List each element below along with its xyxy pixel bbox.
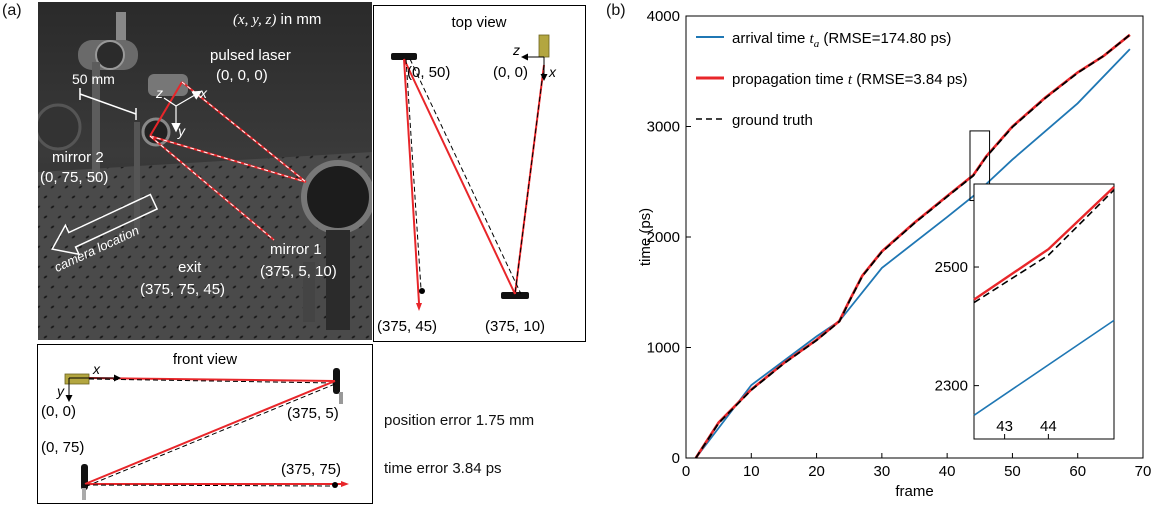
x-axis-label: frame <box>895 483 933 500</box>
front-label-3755: (375, 5) <box>287 405 339 422</box>
legend: arrival time ta (RMSE=174.80 ps) propaga… <box>696 30 968 129</box>
camera-location-arrow <box>51 193 159 256</box>
photo-axes <box>163 90 203 133</box>
x-tick-label: 70 <box>1135 463 1152 480</box>
mirror1-label: mirror 1 <box>270 241 322 258</box>
panel-b-label: (b) <box>606 2 626 19</box>
mirror2-coord: (0, 75, 50) <box>40 169 108 186</box>
setup-photo: (x, y, z) in mm pulsed laser (0, 0, 0) 5… <box>38 2 372 340</box>
top-mirror2 <box>391 53 417 60</box>
axis-y-label: y <box>177 123 186 139</box>
front-axis-y: y <box>56 383 65 399</box>
x-tick-label: 60 <box>1069 463 1086 480</box>
inset-y-tick-label: 2300 <box>935 378 968 395</box>
laser-beam-path <box>149 81 307 241</box>
x-tick-label: 30 <box>874 463 891 480</box>
laser-coord: (0, 0, 0) <box>216 67 268 84</box>
x-tick-label: 10 <box>743 463 760 480</box>
inset-series-line-1 <box>973 186 1115 301</box>
legend-label-arrival: arrival time ta (RMSE=174.80 ps) <box>732 30 951 50</box>
top-axis-x: x <box>548 64 557 80</box>
top-label-37545: (375, 45) <box>377 318 437 335</box>
y-tick-label: 4000 <box>647 8 680 25</box>
front-axis-x: x <box>92 361 101 377</box>
coord-note: (x, y, z) in mm <box>233 11 321 28</box>
inset-x-tick-label: 43 <box>996 418 1013 435</box>
front-label-00: (0, 0) <box>41 403 76 420</box>
top-axis-z: z <box>512 42 520 58</box>
x-tick-label: 0 <box>682 463 690 480</box>
time-error: time error 3.84 ps <box>384 460 502 477</box>
y-tick-label: 1000 <box>647 340 680 357</box>
inset-series-line-0 <box>973 319 1115 416</box>
front-mirror2 <box>81 464 88 490</box>
optical-mounts <box>38 12 372 330</box>
y-tick-label: 2000 <box>647 229 680 246</box>
x-tick-label: 20 <box>808 463 825 480</box>
series-line-2 <box>695 34 1131 459</box>
x-tick-label: 40 <box>939 463 956 480</box>
panel-a-label: (a) <box>2 2 22 19</box>
front-mirror1 <box>333 368 340 394</box>
series-line-0 <box>695 48 1131 459</box>
laser-label: pulsed laser <box>210 47 291 64</box>
legend-label-propagation: propagation time t (RMSE=3.84 ps) <box>732 71 968 88</box>
top-label-37510: (375, 10) <box>485 318 545 335</box>
mirror2-label: mirror 2 <box>52 149 104 166</box>
axis-z-label: z <box>155 85 163 101</box>
y-axis-label: time (ps) <box>637 208 654 266</box>
front-label-075: (0, 75) <box>41 439 84 456</box>
mirror1-coord: (375, 5, 10) <box>260 263 337 280</box>
exit-label: exit <box>178 259 202 276</box>
legend-label-ground-truth: ground truth <box>732 112 813 129</box>
x-tick-label: 50 <box>1004 463 1021 480</box>
top-label-00: (0, 0) <box>493 64 528 81</box>
y-tick-label: 3000 <box>647 119 680 136</box>
position-error: position error 1.75 mm <box>384 412 535 429</box>
inset-y-tick-label: 2500 <box>935 259 968 276</box>
front-view-title: front view <box>173 351 237 368</box>
top-mirror1 <box>501 292 529 299</box>
axis-x-label: x <box>199 85 208 101</box>
front-label-37575: (375, 75) <box>281 461 341 478</box>
y-tick-label: 0 <box>672 450 680 467</box>
top-view-title: top view <box>451 14 506 31</box>
inset-x-tick-label: 44 <box>1040 418 1057 435</box>
inset-series-line-2 <box>973 189 1115 304</box>
top-label-050: (0, 50) <box>407 64 450 81</box>
scale-bar-label: 50 mm <box>72 71 115 87</box>
front-view-panel: front view x y (0, 0) (375, 5) (0, 75) (… <box>37 344 373 504</box>
exit-coord: (375, 75, 45) <box>140 281 225 298</box>
scale-bar <box>79 93 137 115</box>
inset-frame <box>973 183 1115 440</box>
top-view-panel: top view z x (0, 50) (0, 0) (375, 45) (3… <box>373 5 586 342</box>
top-laser <box>538 34 550 58</box>
